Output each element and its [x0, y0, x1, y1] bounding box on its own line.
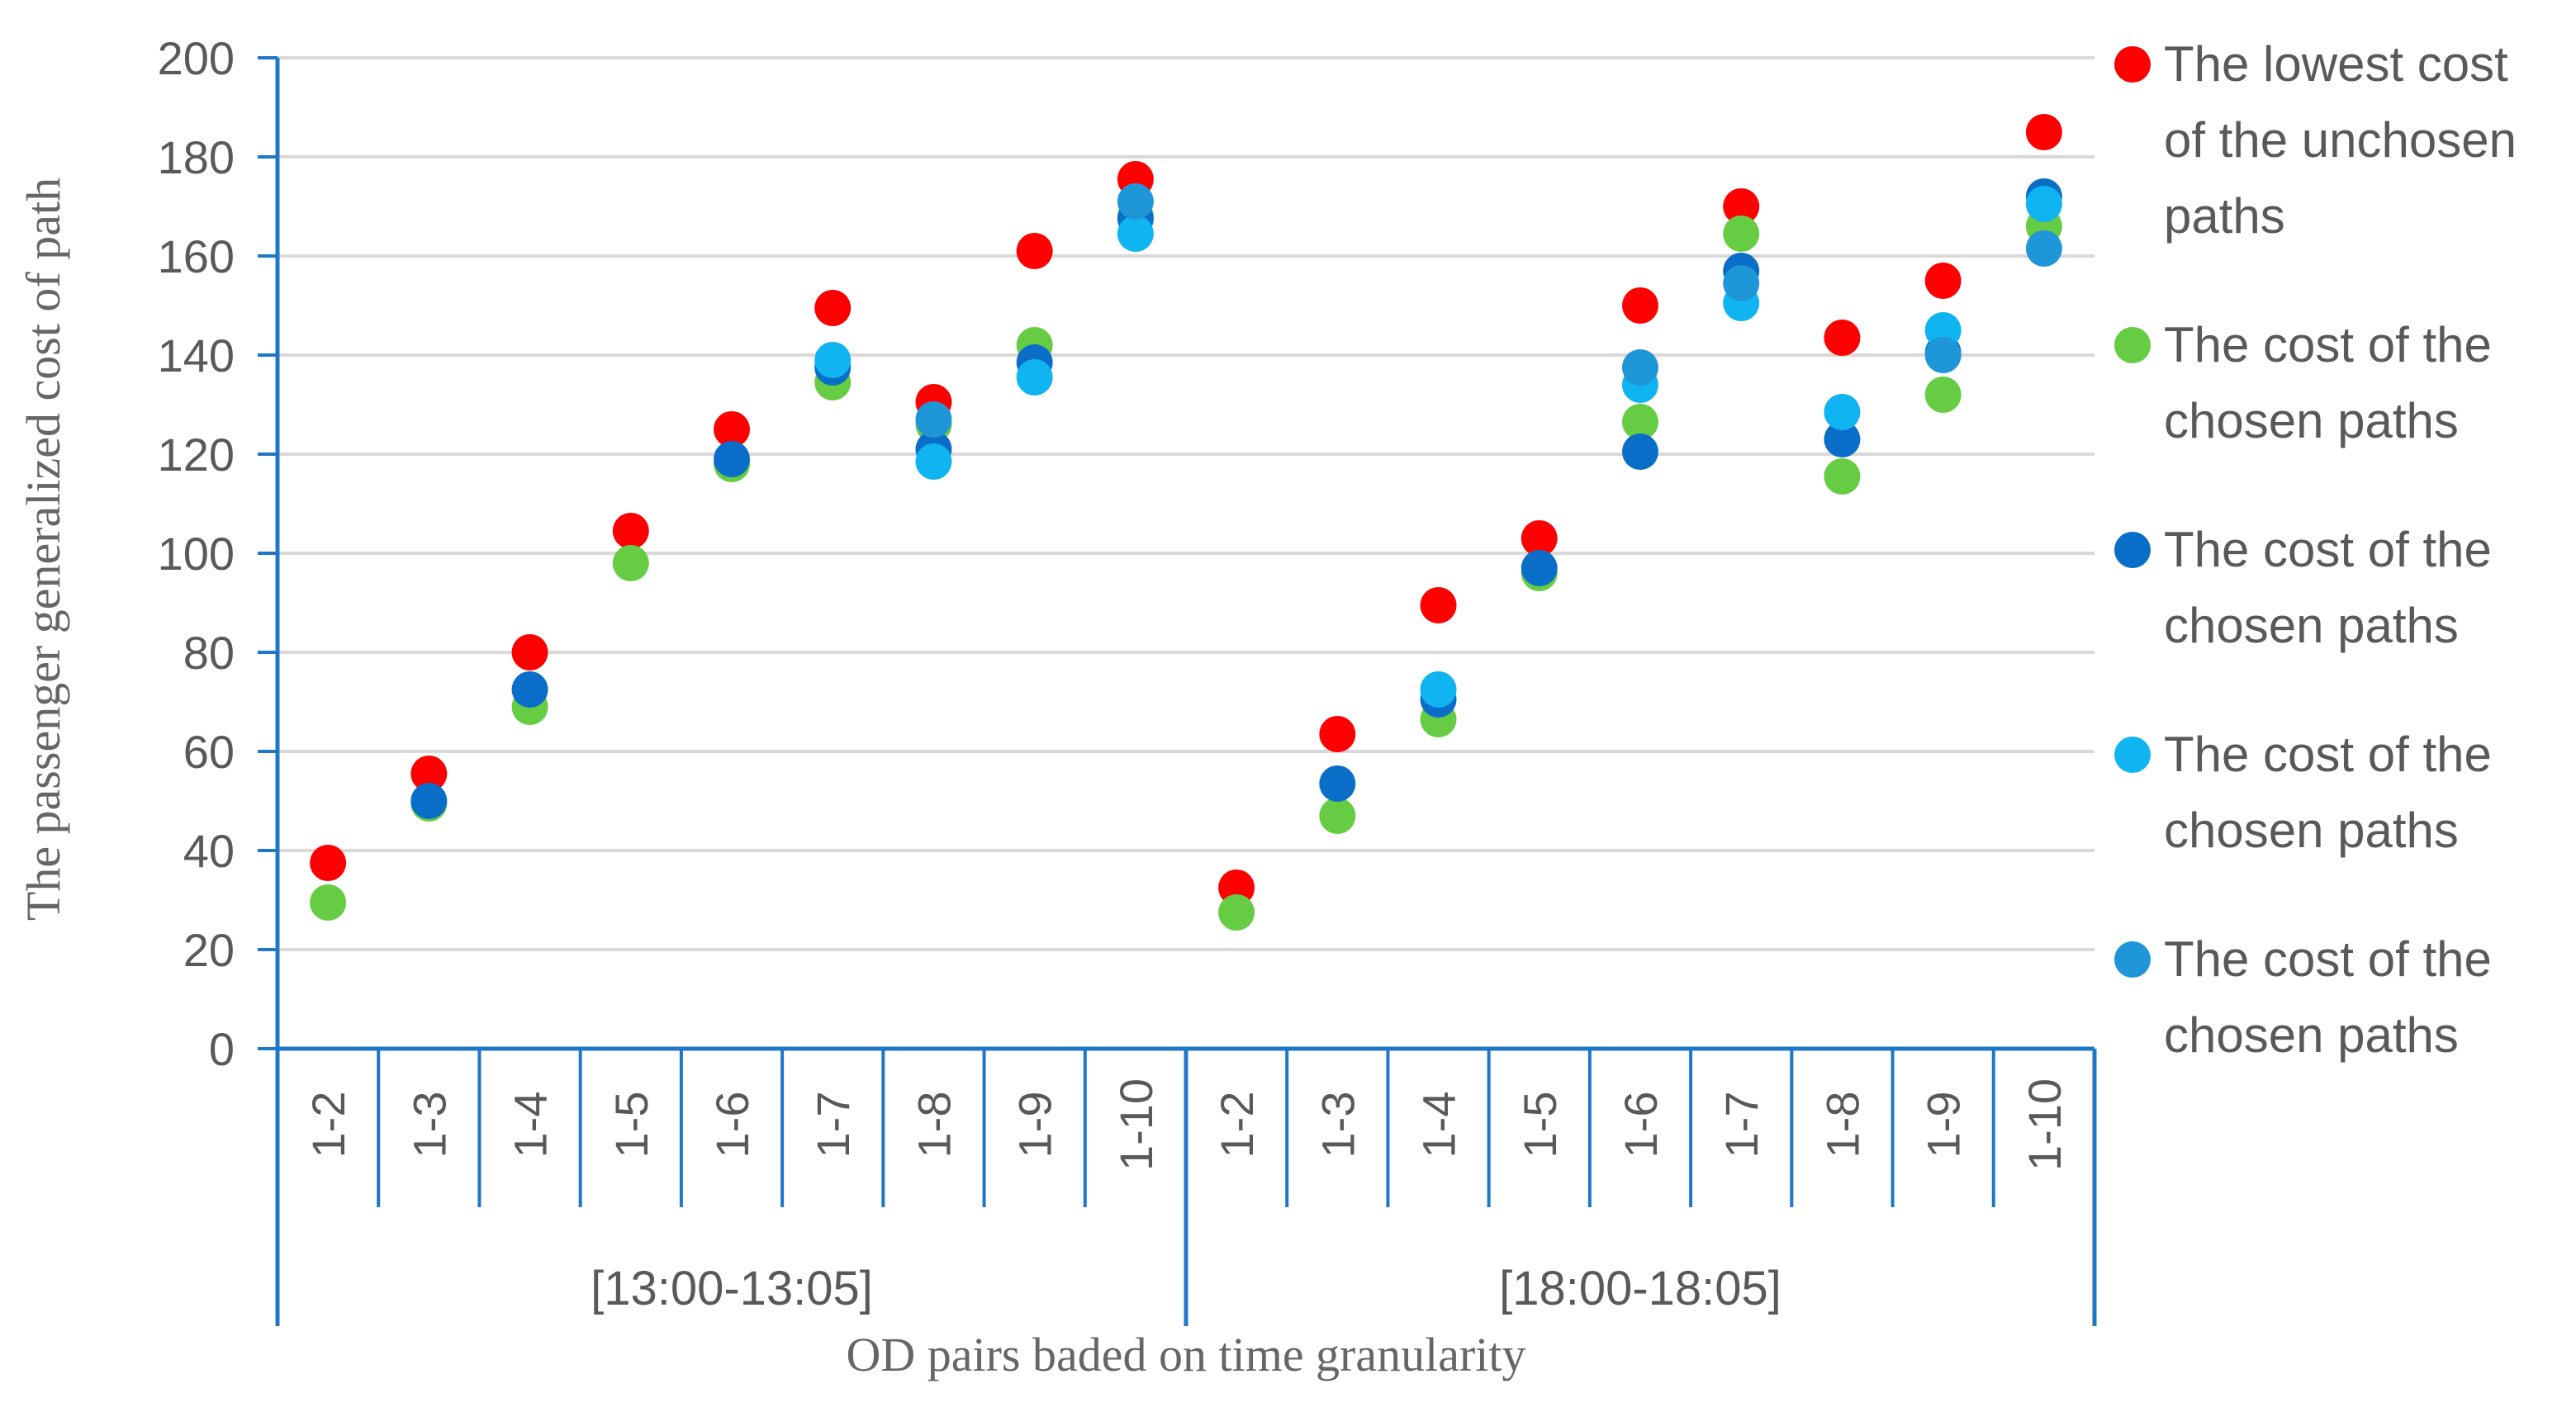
data-point	[1723, 188, 1760, 225]
data-point	[1824, 394, 1861, 430]
legend-marker	[2114, 327, 2151, 363]
data-point	[1824, 458, 1861, 495]
x-tick-label: 1-2	[302, 1092, 354, 1159]
data-point	[1016, 359, 1053, 396]
data-points	[310, 114, 2062, 931]
y-tick-label: 200	[158, 32, 235, 84]
data-point	[612, 513, 649, 549]
data-point	[1117, 216, 1154, 252]
y-tick-label: 0	[209, 1023, 235, 1075]
legend-entry: The lowest cost of the unchosen paths	[2114, 36, 2517, 244]
data-point	[1622, 287, 1658, 324]
x-tick-labels: 1-2 1-3 1-4 1-5 1-6 1-7 1-8 1-9 1-10 1-2 1-3 1-4 1-5…	[302, 1078, 2071, 1171]
data-point	[714, 441, 750, 477]
data-point	[2025, 186, 2062, 222]
gridlines	[278, 56, 2094, 951]
data-point	[1420, 671, 1457, 708]
y-tick-label: 60	[183, 726, 235, 778]
data-point	[1622, 349, 1658, 386]
legend-marker	[2114, 737, 2151, 773]
x-tick-label: 1-5	[1514, 1092, 1566, 1159]
legend-label: The cost of the chosen paths	[2164, 317, 2492, 448]
x-axis-title: OD pairs baded on time granularity	[846, 1328, 1525, 1381]
legend-entry: The cost of the chosen paths	[2114, 727, 2492, 858]
data-point	[1319, 765, 1356, 802]
x-tick-label: 1-7	[807, 1092, 859, 1159]
data-point	[1824, 320, 1861, 356]
data-point	[310, 884, 347, 921]
data-point	[1622, 404, 1658, 440]
data-point	[1622, 434, 1658, 470]
legend-marker	[2114, 532, 2151, 568]
y-tick-label: 120	[158, 429, 235, 481]
legend-entry: The cost of the chosen paths	[2114, 522, 2492, 653]
legend-label: The lowest cost of the unchosen paths	[2164, 36, 2517, 244]
data-point	[2025, 230, 2062, 267]
x-tick-label: 1-3	[403, 1092, 455, 1159]
y-tick-label: 180	[158, 131, 235, 183]
x-tick-label: 1-8	[1816, 1092, 1868, 1159]
data-point	[1824, 421, 1861, 457]
x-tick-label: 1-9	[1009, 1092, 1061, 1159]
data-point	[915, 443, 952, 480]
data-point	[1924, 263, 1962, 299]
data-point	[1319, 798, 1356, 834]
data-point	[511, 671, 548, 708]
x-tick-label: 1-7	[1715, 1092, 1767, 1159]
x-tick-label: 1-6	[1615, 1092, 1667, 1159]
y-axis-title: The passenger generalized cost of path	[17, 178, 70, 921]
data-point	[1924, 337, 1962, 373]
data-point	[1319, 716, 1356, 752]
data-point	[511, 634, 548, 670]
legend-marker	[2114, 46, 2151, 83]
data-point	[1723, 216, 1760, 252]
data-point	[1016, 233, 1053, 269]
legend-entry: The cost of the chosen paths	[2114, 317, 2492, 448]
x-tick-label: 1-6	[706, 1092, 758, 1159]
data-point	[410, 756, 448, 792]
group-label: [18:00-18:05]	[1499, 1262, 1781, 1315]
data-point	[2025, 114, 2062, 150]
x-tick-label: 1-4	[1413, 1092, 1465, 1159]
y-tick-label: 40	[183, 825, 235, 877]
data-point	[612, 545, 649, 581]
x-tick-label: 1-10	[1110, 1078, 1162, 1171]
group-label: [13:00-13:05]	[591, 1262, 873, 1315]
y-tick-label: 160	[158, 230, 235, 282]
data-point	[1420, 587, 1457, 623]
data-point	[1117, 183, 1154, 220]
data-point	[1520, 520, 1558, 557]
data-point	[1723, 265, 1760, 301]
y-tick-label: 140	[158, 329, 235, 381]
data-point	[1218, 894, 1255, 931]
x-tick-label: 1-2	[1211, 1092, 1263, 1159]
x-tick-label: 1-10	[2019, 1078, 2071, 1171]
x-tick-label: 1-3	[1312, 1092, 1364, 1159]
legend-marker	[2114, 941, 2151, 978]
y-tick-label: 80	[183, 627, 235, 679]
data-point	[714, 411, 750, 448]
data-point	[915, 401, 952, 438]
data-point	[410, 783, 448, 819]
data-point	[814, 290, 852, 326]
x-tick-label: 1-8	[908, 1092, 960, 1159]
data-point	[1520, 550, 1558, 586]
data-point	[1924, 377, 1962, 413]
y-tick-labels: 0 20 40 60 80 100 120 140 160 180 200	[158, 32, 235, 1075]
legend-label: The cost of the chosen paths	[2164, 522, 2492, 653]
data-point	[814, 342, 852, 378]
legend-label: The cost of the chosen paths	[2164, 727, 2492, 858]
x-tick-label: 1-4	[505, 1092, 557, 1159]
data-point	[310, 845, 347, 881]
x-tick-label: 1-5	[605, 1092, 657, 1159]
y-tick-label: 20	[183, 924, 235, 976]
legend: The lowest cost of the unchosen paths The c…	[2114, 36, 2517, 1063]
legend-entry: The cost of the chosen paths	[2114, 931, 2492, 1063]
x-tick-label: 1-9	[1918, 1092, 1970, 1159]
axes	[258, 56, 2097, 1326]
y-tick-label: 100	[158, 528, 235, 580]
x-group-labels: [13:00-13:05] [18:00-18:05]	[591, 1262, 1781, 1315]
legend-label: The cost of the chosen paths	[2164, 931, 2492, 1063]
